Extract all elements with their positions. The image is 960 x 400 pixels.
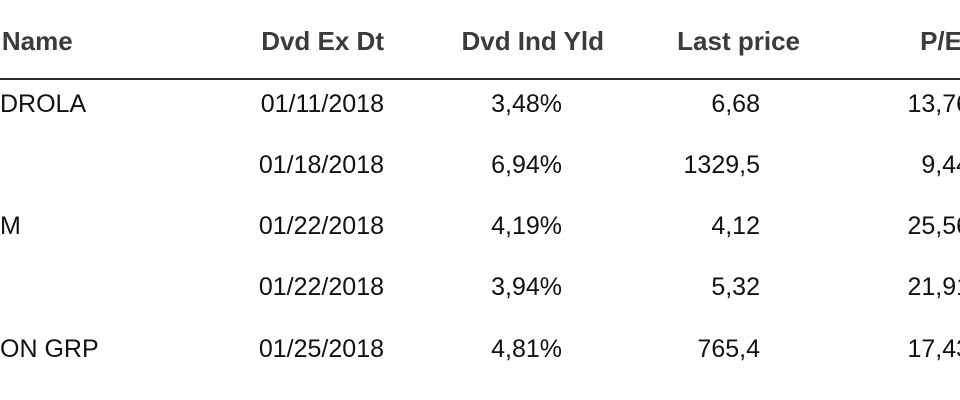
cell-ex-date: 01/18/2018 [258, 151, 384, 179]
cell-price: 4,12 [711, 212, 760, 240]
cell-name: DROLA [0, 90, 87, 118]
table-row: DROLA 01/11/2018 3,48% 6,68 13,76 [0, 92, 960, 152]
cell-yield: 4,81% [491, 335, 562, 363]
cell-pe: 25,56 [907, 212, 960, 240]
cell-yield: 6,94% [491, 151, 562, 179]
cell-pe: 21,91 [907, 273, 960, 301]
cell-price: 5,32 [711, 273, 760, 301]
header-yield: Dvd Ind Yld [461, 26, 604, 56]
header-pe: P/E [920, 26, 960, 56]
cell-name: M [0, 212, 21, 240]
header-price: Last price [677, 26, 800, 56]
cell-price: 1329,5 [683, 151, 760, 179]
cell-name: ON GRP [0, 335, 99, 363]
table-row: 01/18/2018 6,94% 1329,5 9,44 [0, 153, 960, 213]
cell-ex-date: 01/25/2018 [258, 335, 384, 363]
table-header: t Name Dvd Ex Dt Dvd Ind Yld Last price … [0, 0, 960, 80]
cell-ex-date: 01/22/2018 [258, 273, 384, 301]
cell-yield: 4,19% [491, 212, 562, 240]
cell-pe: 17,43 [907, 335, 960, 363]
table-row: M 01/22/2018 4,19% 4,12 25,56 [0, 214, 960, 274]
cell-price: 765,4 [697, 335, 760, 363]
table-row: ON GRP 01/25/2018 4,81% 765,4 17,43 [0, 337, 960, 397]
cell-yield: 3,94% [491, 273, 562, 301]
header-ex-date: Dvd Ex Dt [261, 26, 384, 56]
cell-ex-date: 01/22/2018 [258, 212, 384, 240]
cell-ex-date: 01/11/2018 [260, 90, 384, 118]
header-name: t Name [0, 26, 73, 56]
cell-pe: 9,44 [921, 151, 960, 179]
table-row: 01/22/2018 3,94% 5,32 21,91 [0, 275, 960, 335]
cell-price: 6,68 [711, 90, 760, 118]
cell-yield: 3,48% [491, 90, 562, 118]
cell-pe: 13,76 [907, 90, 960, 118]
